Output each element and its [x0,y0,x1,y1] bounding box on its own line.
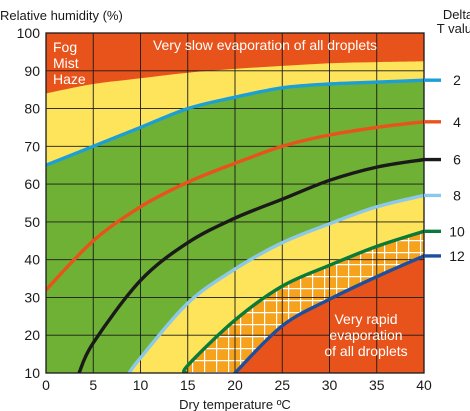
x-tick-label: 5 [89,377,97,393]
legend-label-dt-12: 12 [449,248,465,264]
annotation-mist: Mist [53,55,79,71]
series-lines [46,78,424,373]
annotation-slow-evaporation: Very slow evaporation of all droplets [153,37,377,53]
x-tick-label: 15 [180,377,196,393]
grid-lines [46,33,424,373]
series-line-dt-2 [46,78,424,167]
x-tick-label: 40 [416,377,432,393]
annotation-rapid-line-2: evaporation [329,327,402,343]
x-axis-label: Dry temperature ºC [179,397,291,411]
legend-label-dt-10: 10 [449,223,465,239]
series-line-dt-8 [127,193,424,373]
y-tick-label: 100 [17,25,41,41]
x-axis-ticks: 0 5 10 15 20 25 30 35 40 [42,377,432,393]
annotation-fog: Fog [53,39,77,55]
x-tick-label: 25 [274,377,290,393]
series-line-dt-12 [233,254,424,373]
legend-title-line-1: Delta [443,7,470,22]
series-line-dt-10 [182,229,424,373]
x-tick-label: 20 [227,377,243,393]
series-line-dt-6 [77,157,424,373]
legend-label-dt-4: 4 [453,114,461,130]
y-tick-label: 50 [24,214,40,230]
y-tick-label: 20 [24,327,40,343]
legend-label-dt-2: 2 [453,72,461,88]
y-tick-label: 10 [24,365,40,381]
y-tick-label: 40 [24,252,40,268]
y-tick-label: 80 [24,101,40,117]
x-tick-label: 10 [133,377,149,393]
y-tick-label: 30 [24,289,40,305]
annotation-rapid-line-1: Very rapid [334,311,397,327]
y-tick-label: 70 [24,138,40,154]
legend-title-line-2: T value [437,21,470,36]
legend-label-dt-6: 6 [453,152,461,168]
y-tick-label: 60 [24,176,40,192]
annotation-rapid-line-3: of all droplets [324,343,407,359]
y-tick-label: 90 [24,63,40,79]
x-tick-label: 35 [369,377,385,393]
plot-frame [45,32,425,374]
x-tick-label: 30 [322,377,338,393]
y-axis-ticks: 10 20 30 40 50 60 70 80 90 100 [17,25,41,381]
legend: 2 4 6 8 10 12 [424,72,465,264]
legend-label-dt-8: 8 [453,187,461,203]
annotation-haze: Haze [53,71,86,87]
series-line-dt-4 [46,120,424,292]
x-tick-label: 0 [42,377,50,393]
y-axis-label: Relative humidity (%) [0,8,123,23]
